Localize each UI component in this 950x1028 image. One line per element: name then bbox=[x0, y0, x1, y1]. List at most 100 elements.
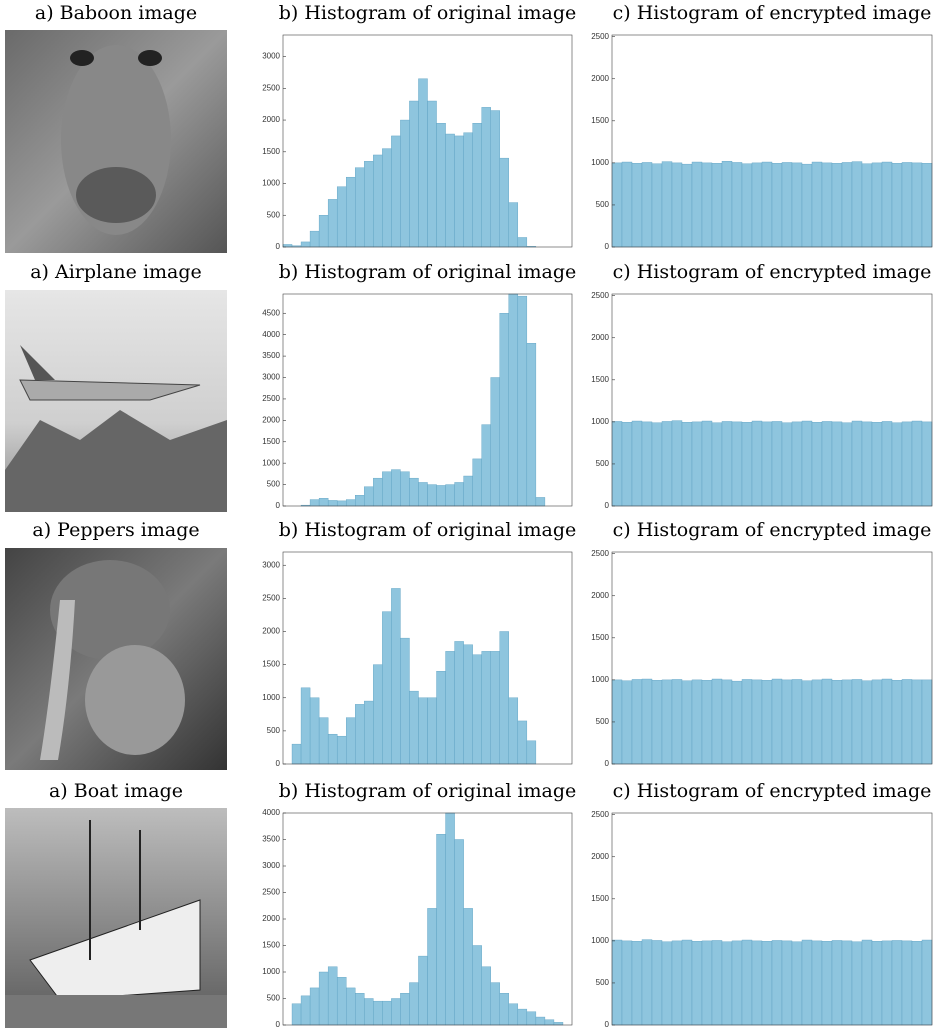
y-tick-label: 1500 bbox=[591, 633, 609, 642]
bar bbox=[811, 940, 823, 1026]
bar bbox=[851, 941, 863, 1026]
bar bbox=[921, 421, 933, 507]
bar bbox=[771, 940, 783, 1026]
bar bbox=[881, 940, 893, 1026]
y-tick-label: 0 bbox=[276, 242, 281, 251]
plot-frame bbox=[611, 551, 933, 765]
bar bbox=[761, 680, 773, 765]
bar bbox=[821, 678, 833, 765]
bar bbox=[327, 199, 338, 248]
bar bbox=[721, 421, 733, 507]
bar bbox=[751, 940, 763, 1026]
bar bbox=[641, 421, 653, 507]
bar bbox=[871, 162, 883, 248]
bar bbox=[901, 421, 913, 507]
bar bbox=[851, 679, 863, 765]
bar bbox=[282, 244, 293, 248]
bar bbox=[781, 422, 793, 507]
y-tick-label: 0 bbox=[605, 242, 610, 251]
plot-frame bbox=[611, 293, 933, 507]
y-tick-label: 500 bbox=[596, 978, 610, 987]
y-tick-label: 1000 bbox=[591, 675, 609, 684]
bar bbox=[391, 135, 401, 248]
bar bbox=[841, 162, 853, 248]
bar bbox=[801, 680, 813, 765]
bar bbox=[751, 679, 763, 765]
bar bbox=[427, 697, 437, 765]
bar bbox=[861, 421, 873, 507]
bar bbox=[781, 162, 793, 248]
bar bbox=[691, 161, 703, 248]
bar bbox=[364, 161, 374, 248]
y-tick-label: 1000 bbox=[591, 417, 609, 426]
bar bbox=[373, 154, 383, 248]
bar bbox=[327, 733, 338, 765]
bar bbox=[901, 679, 913, 765]
bar bbox=[711, 422, 723, 507]
bar bbox=[631, 163, 643, 248]
bar bbox=[791, 162, 803, 248]
bar bbox=[309, 697, 320, 765]
bar bbox=[721, 679, 733, 765]
bar bbox=[841, 422, 853, 507]
bar bbox=[671, 420, 683, 507]
y-tick-label: 2500 bbox=[262, 593, 280, 602]
bar bbox=[409, 100, 419, 248]
y-tick-label: 2000 bbox=[591, 333, 609, 342]
bar bbox=[318, 717, 329, 765]
bar bbox=[309, 987, 320, 1026]
y-tick-label: 2000 bbox=[262, 115, 280, 124]
bar bbox=[771, 678, 783, 765]
bar bbox=[621, 161, 633, 248]
y-tick-label: 500 bbox=[596, 717, 610, 726]
chart-title: b) Histogram of original image bbox=[279, 2, 577, 24]
y-tick-label: 1000 bbox=[262, 179, 280, 188]
bar bbox=[391, 998, 401, 1026]
y-tick-label: 500 bbox=[596, 459, 610, 468]
bar bbox=[364, 486, 374, 507]
bar bbox=[400, 637, 410, 765]
bar bbox=[701, 940, 713, 1026]
bar bbox=[499, 993, 509, 1026]
bar bbox=[881, 678, 893, 765]
bar bbox=[291, 743, 302, 765]
bar bbox=[691, 941, 703, 1026]
bar bbox=[741, 163, 753, 248]
bar bbox=[711, 678, 723, 765]
bar bbox=[851, 161, 863, 248]
bar bbox=[373, 1000, 383, 1026]
bar bbox=[821, 941, 833, 1026]
y-tick-label: 1500 bbox=[262, 941, 280, 950]
bar bbox=[671, 162, 683, 248]
y-tick-label: 2500 bbox=[591, 549, 609, 558]
bar bbox=[921, 163, 933, 248]
bar bbox=[445, 484, 455, 507]
bar bbox=[382, 611, 392, 765]
bar bbox=[454, 135, 464, 248]
bar bbox=[490, 377, 500, 507]
bar bbox=[861, 680, 873, 765]
bar bbox=[400, 119, 410, 248]
y-tick-label: 3000 bbox=[262, 52, 280, 61]
bar bbox=[761, 421, 773, 507]
y-tick-label: 4000 bbox=[262, 808, 280, 817]
y-tick-label: 500 bbox=[267, 480, 281, 489]
bar bbox=[641, 939, 653, 1026]
bar bbox=[364, 998, 374, 1026]
y-tick-label: 2000 bbox=[262, 415, 280, 424]
bar bbox=[731, 940, 743, 1026]
bar bbox=[427, 484, 437, 507]
y-tick-label: 500 bbox=[267, 994, 281, 1003]
plot-frame bbox=[282, 551, 573, 765]
bar bbox=[891, 680, 903, 765]
bar bbox=[436, 834, 446, 1026]
bar bbox=[871, 941, 883, 1026]
bar bbox=[346, 176, 356, 248]
y-tick-label: 0 bbox=[605, 759, 610, 768]
y-tick-label: 2000 bbox=[262, 627, 280, 636]
bar bbox=[355, 167, 365, 248]
bar bbox=[355, 993, 365, 1026]
bar bbox=[436, 485, 446, 507]
bar bbox=[300, 995, 311, 1026]
